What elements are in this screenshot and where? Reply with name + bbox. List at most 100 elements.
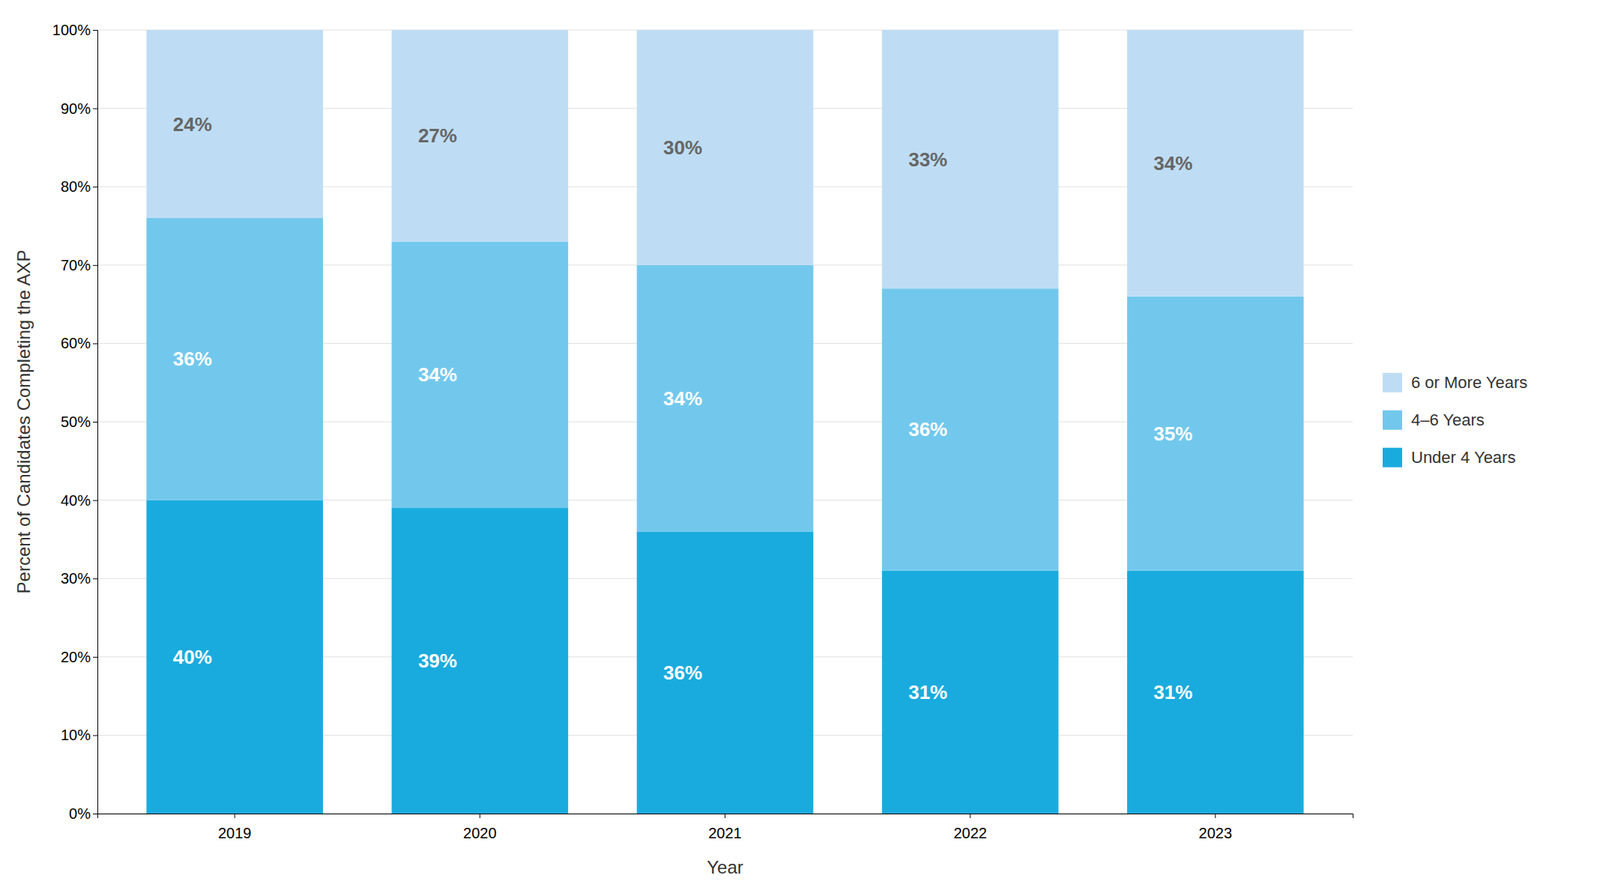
tick-label: 30% [60, 570, 91, 587]
tick-label: 2019 [218, 825, 252, 842]
legend-swatch [1382, 410, 1403, 431]
grid [97, 29, 1353, 814]
legend-label: 6 or More Years [1411, 373, 1528, 392]
data-label: 31% [908, 681, 948, 704]
bar [391, 241, 569, 509]
tick-mark [92, 108, 98, 110]
tick-label: 2023 [1199, 825, 1233, 842]
data-label: 33% [908, 148, 948, 171]
bar [1127, 296, 1304, 572]
x-axis-title: Year [706, 857, 744, 878]
tick: 10% [60, 726, 98, 744]
tick-label: 20% [60, 648, 91, 666]
data-label: 24% [173, 113, 213, 136]
legend-item: Under 4 Years [1382, 448, 1516, 468]
tick-label: 2020 [463, 825, 497, 842]
tick: 100% [52, 21, 98, 39]
tick: 2020 [463, 813, 497, 842]
tick: 2022 [953, 813, 987, 842]
tick-label: 100% [52, 21, 91, 39]
axis-line [98, 814, 1354, 820]
tick: 0% [68, 805, 98, 823]
data-label: 35% [1153, 422, 1193, 446]
bar [1127, 29, 1304, 297]
tick: 60% [60, 334, 98, 352]
bar [391, 29, 569, 242]
tick: 2021 [708, 813, 742, 842]
tick: 90% [60, 100, 98, 117]
tick-label: 80% [60, 178, 91, 195]
tick: 50% [60, 413, 98, 431]
tick-mark [234, 813, 236, 819]
bar [637, 265, 814, 533]
tick-label: 90% [60, 100, 91, 117]
tick-mark [92, 343, 98, 344]
y-axis-title: Percent of Candidates Completing the AXP [13, 250, 34, 595]
data-labels: 40% 39% 36% 31% 31% 36% 34% 34% 36% 35% 24% 27% 30% 3… [173, 113, 1194, 704]
data-label: 36% [908, 418, 948, 441]
bar [146, 29, 323, 219]
tick-mark [479, 813, 481, 819]
tick: 70% [60, 257, 98, 274]
chart: 40% 39% 36% 31% 31% 36% 34% 34% 36% 35% 24% 27% 30% 3… [0, 0, 1600, 896]
legend-item: 4–6 Years [1382, 410, 1485, 431]
tick-label: 40% [60, 492, 91, 509]
tick: 40% [60, 492, 98, 509]
axis-line [92, 30, 99, 815]
legend-item: 6 or More Years [1382, 373, 1528, 393]
tick-mark [92, 735, 98, 736]
tick-mark [92, 265, 98, 267]
tick-mark [969, 813, 971, 819]
bar [391, 508, 569, 814]
data-label: 31% [1153, 681, 1193, 704]
data-label: 34% [663, 387, 703, 410]
tick-label: 50% [60, 413, 91, 431]
bar [637, 29, 814, 266]
bar-series [146, 29, 1304, 297]
bar [882, 571, 1059, 814]
legend-swatch [1382, 448, 1403, 468]
bar [146, 218, 323, 501]
tick-mark [92, 29, 98, 31]
y-axis: 0% 10% 20% 30% 40% 50% 60% 70% 80% 90% 100% [52, 21, 99, 823]
tick-mark [92, 578, 98, 580]
tick-mark [92, 500, 98, 502]
tick-label: 70% [60, 257, 91, 274]
data-label: 36% [173, 347, 213, 371]
data-label: 36% [663, 661, 703, 685]
tick-label: 2021 [708, 825, 742, 842]
legend: 6 or More Years 4–6 Years Under 4 Years [1382, 373, 1528, 468]
data-label: 30% [663, 136, 703, 159]
tick-mark [92, 813, 98, 815]
tick-label: 10% [60, 726, 91, 744]
tick-mark [724, 813, 726, 819]
tick: 2023 [1199, 813, 1233, 842]
bar [146, 500, 323, 814]
data-label: 27% [418, 124, 458, 147]
data-label: 39% [418, 649, 458, 673]
bar [882, 288, 1059, 572]
legend-label: 4–6 Years [1411, 410, 1485, 430]
tick-mark [92, 186, 98, 188]
tick-label: 2022 [953, 825, 987, 842]
tick: 2019 [218, 813, 252, 842]
tick-label: 0% [68, 805, 91, 823]
plot: 40% 39% 36% 31% 31% 36% 34% 34% 36% 35% 24% 27% 30% 3… [52, 21, 1354, 842]
tick-mark [92, 657, 98, 658]
data-label: 34% [418, 363, 458, 386]
tick: 80% [60, 178, 98, 195]
bar [1127, 571, 1304, 814]
tick: 20% [60, 648, 98, 666]
legend-swatch [1382, 373, 1403, 393]
tick-mark [92, 421, 98, 423]
bar [882, 29, 1059, 289]
data-label: 34% [1153, 152, 1193, 175]
data-label: 40% [173, 645, 213, 669]
tick-mark [1214, 813, 1216, 819]
x-axis: 2019 2020 2021 2022 2023 [98, 813, 1354, 842]
tick: 30% [60, 570, 98, 587]
bar [637, 531, 814, 814]
bars [146, 29, 1304, 814]
tick-label: 60% [60, 334, 91, 352]
legend-label: Under 4 Years [1411, 448, 1516, 467]
